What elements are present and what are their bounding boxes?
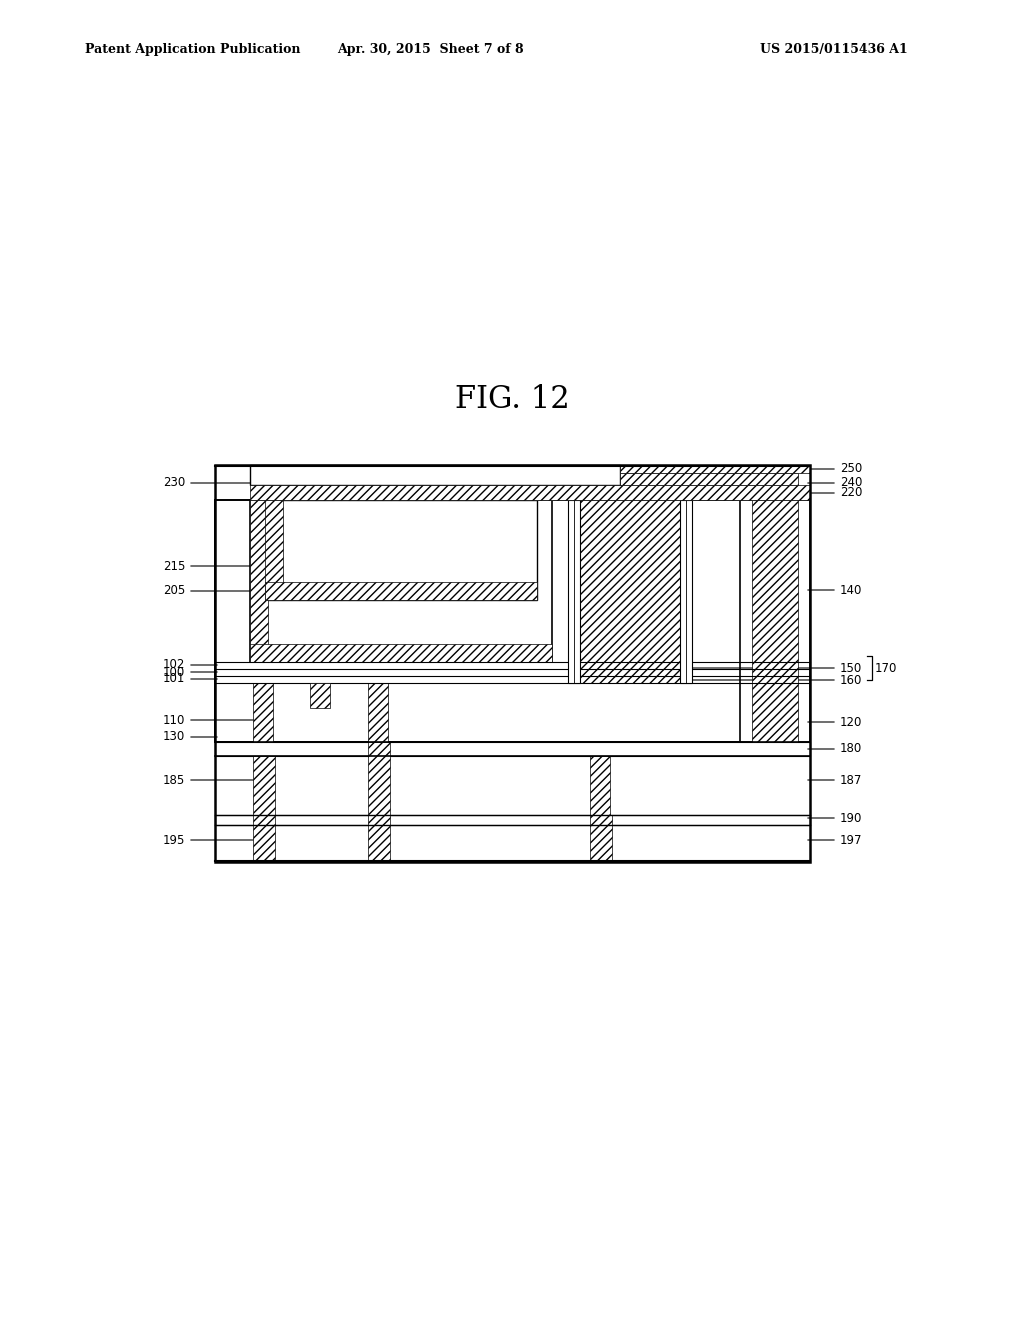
Text: 102: 102	[163, 659, 185, 672]
Bar	[215, 742, 810, 756]
Text: 180: 180	[840, 742, 862, 755]
Bar	[215, 465, 810, 862]
Text: 230: 230	[163, 477, 185, 490]
Bar	[568, 500, 580, 682]
Bar	[253, 682, 273, 742]
Bar	[253, 756, 275, 814]
Text: 120: 120	[840, 715, 862, 729]
Text: 140: 140	[840, 583, 862, 597]
Bar	[680, 500, 692, 682]
Text: 195: 195	[163, 833, 185, 846]
Bar	[250, 644, 552, 663]
Text: 100: 100	[163, 665, 185, 678]
Text: Patent Application Publication: Patent Application Publication	[85, 44, 300, 57]
Text: 185: 185	[163, 774, 185, 787]
Bar	[215, 500, 810, 742]
Text: 150: 150	[840, 661, 862, 675]
Bar	[250, 500, 552, 663]
Text: 130: 130	[163, 730, 185, 743]
Bar	[250, 484, 810, 500]
Bar	[250, 500, 268, 663]
Bar	[620, 465, 810, 473]
Bar	[253, 814, 275, 862]
Text: 205: 205	[163, 585, 185, 598]
Text: 215: 215	[163, 560, 185, 573]
Bar	[265, 582, 537, 601]
Bar	[590, 814, 612, 862]
Text: 170: 170	[874, 661, 897, 675]
Text: 101: 101	[163, 672, 185, 685]
Bar	[215, 465, 810, 862]
Text: 190: 190	[840, 812, 862, 825]
Bar	[265, 500, 283, 601]
Bar	[620, 473, 798, 484]
Text: 220: 220	[840, 487, 862, 499]
Text: 250: 250	[840, 462, 862, 475]
Bar	[250, 465, 620, 484]
Bar	[740, 500, 810, 742]
Bar	[215, 814, 810, 825]
Bar	[590, 756, 610, 814]
Text: 160: 160	[840, 673, 862, 686]
Text: 110: 110	[163, 714, 185, 726]
Text: US 2015/0115436 A1: US 2015/0115436 A1	[760, 44, 907, 57]
Bar	[752, 500, 798, 742]
Text: Apr. 30, 2015  Sheet 7 of 8: Apr. 30, 2015 Sheet 7 of 8	[337, 44, 523, 57]
Bar	[368, 682, 388, 742]
Text: 197: 197	[840, 833, 862, 846]
Bar	[368, 814, 390, 862]
Bar	[310, 682, 330, 708]
Text: 240: 240	[840, 477, 862, 490]
Bar	[265, 500, 537, 601]
Bar	[368, 742, 390, 814]
Text: 187: 187	[840, 774, 862, 787]
Text: FIG. 12: FIG. 12	[455, 384, 569, 416]
Bar	[580, 500, 680, 682]
